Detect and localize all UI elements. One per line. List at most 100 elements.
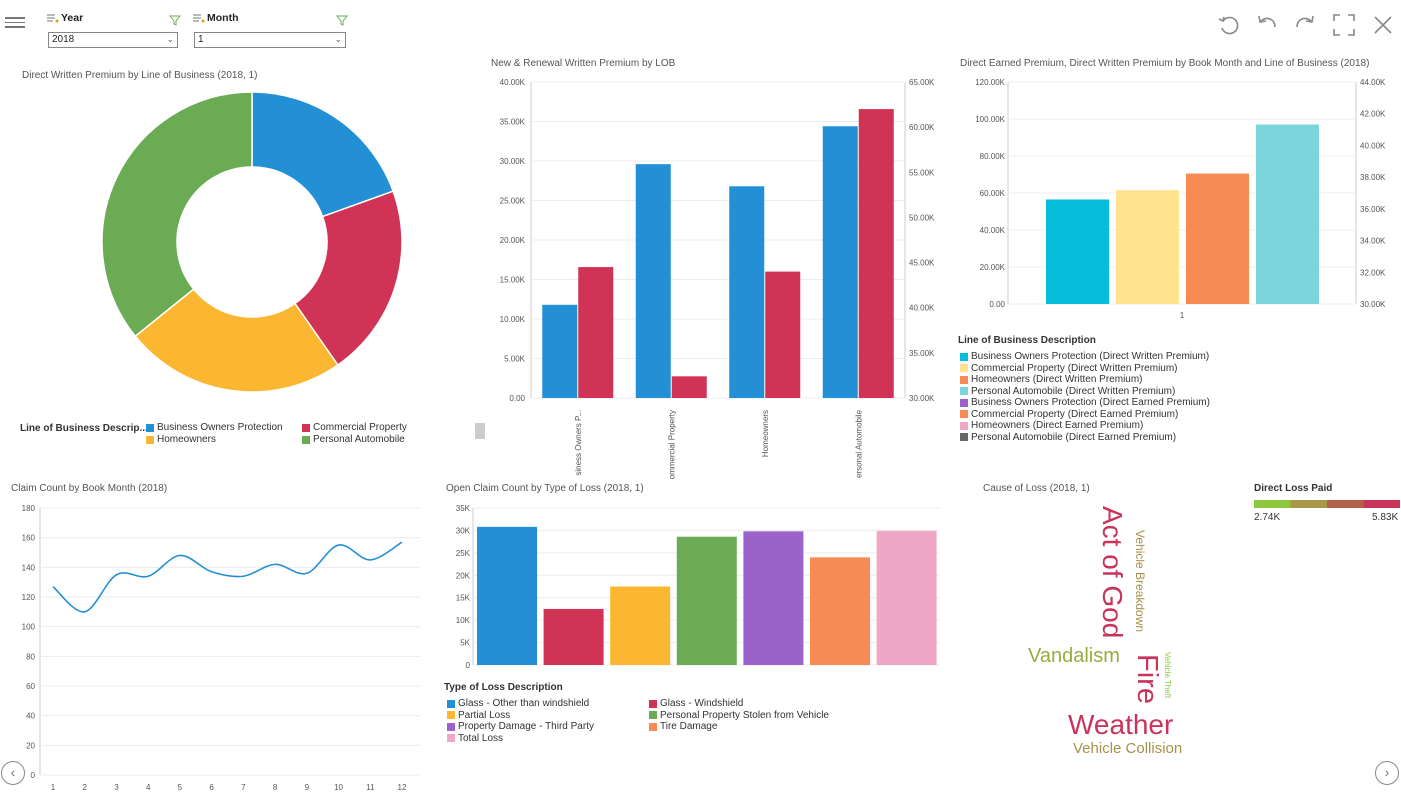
- close-icon[interactable]: [1369, 11, 1397, 39]
- earned-legend-item[interactable]: Homeowners (Direct Earned Premium): [960, 420, 1210, 432]
- y-tick-label: 100: [22, 623, 36, 632]
- earned-legend-item[interactable]: Business Owners Protection (Direct Earne…: [960, 397, 1210, 409]
- donut-slice[interactable]: [293, 190, 403, 367]
- fullscreen-icon[interactable]: [1330, 11, 1358, 39]
- donut-legend-item[interactable]: Commercial Property: [302, 422, 407, 433]
- previous-page-button[interactable]: ‹: [1, 761, 25, 785]
- bar[interactable]: [578, 267, 614, 398]
- legend-label: Business Owners Protection (Direct Earne…: [971, 397, 1210, 409]
- scrollbar-handle[interactable]: [475, 423, 485, 439]
- donut-legend-item[interactable]: Personal Automobile: [302, 434, 405, 445]
- legend-label: Personal Property Stolen from Vehicle: [660, 709, 829, 721]
- x-tick-label: 6: [209, 783, 214, 792]
- bar[interactable]: [671, 376, 707, 398]
- y2-tick-label: 38.00K: [1360, 173, 1386, 182]
- bar[interactable]: [676, 536, 737, 665]
- legend-label: Partial Loss: [458, 709, 511, 721]
- donut-chart-title: Direct Written Premium by Line of Busine…: [22, 70, 258, 81]
- legend-swatch: [960, 375, 968, 384]
- earned-premium-bar-chart: 120.00K 100.00K 80.00K 60.00K 40.00K 20.00K 0.…: [975, 78, 1386, 320]
- bar[interactable]: [1186, 173, 1249, 304]
- bar[interactable]: [858, 109, 894, 399]
- y-tick-label: 180: [22, 504, 36, 513]
- y-tick-label: 0: [466, 661, 471, 670]
- y-tick-label: 30.00K: [500, 157, 526, 166]
- open-legend-item[interactable]: Total Loss: [447, 733, 503, 744]
- refresh-icon[interactable]: [1215, 11, 1243, 39]
- legend-label: Personal Automobile (Direct Written Prem…: [971, 385, 1176, 397]
- legend-swatch: [960, 398, 968, 407]
- bar[interactable]: [876, 530, 937, 665]
- y2-tick-label: 34.00K: [1360, 237, 1386, 246]
- legend-label: Homeowners: [157, 434, 216, 445]
- earned-legend-item[interactable]: Commercial Property (Direct Written Prem…: [960, 363, 1210, 375]
- earned-legend-item[interactable]: Business Owners Protection (Direct Writt…: [960, 351, 1210, 363]
- donut-legend-item[interactable]: Business Owners Protection: [146, 422, 283, 433]
- bar[interactable]: [822, 126, 858, 399]
- legend-swatch: [649, 711, 657, 719]
- bar[interactable]: [542, 304, 578, 398]
- earned-legend-item[interactable]: Commercial Property (Direct Earned Premi…: [960, 409, 1210, 421]
- y2-tick-label: 65.00K: [909, 78, 935, 87]
- next-page-button[interactable]: ›: [1375, 761, 1399, 785]
- direct-loss-gradient-bar: [1254, 500, 1400, 508]
- legend-swatch: [302, 435, 310, 444]
- y2-tick-label: 40.00K: [1360, 141, 1386, 150]
- undo-icon[interactable]: [1253, 11, 1281, 39]
- donut-slice[interactable]: [101, 91, 253, 338]
- bar[interactable]: [1256, 124, 1319, 304]
- donut-slice[interactable]: [251, 91, 395, 218]
- legend-swatch: [960, 410, 968, 419]
- open-legend-item[interactable]: Property Damage - Third Party: [447, 721, 594, 732]
- word-vehicle-collision[interactable]: Vehicle Collision: [1073, 740, 1183, 757]
- donut-legend-item[interactable]: Homeowners: [146, 434, 216, 445]
- word-weather[interactable]: Weather: [1068, 709, 1174, 740]
- chevron-left-icon: ‹: [10, 764, 16, 780]
- word-fire[interactable]: Fire: [1131, 654, 1163, 704]
- y-tick-label: 60.00K: [980, 189, 1006, 198]
- bar[interactable]: [765, 271, 801, 398]
- x-tick-label: 4: [146, 783, 151, 792]
- word-vandalism[interactable]: Vandalism: [1028, 645, 1120, 667]
- year-select-value: 2018: [52, 34, 75, 45]
- bar[interactable]: [729, 186, 765, 398]
- earned-legend-item[interactable]: Homeowners (Direct Written Premium): [960, 374, 1210, 386]
- open-legend-item[interactable]: Partial Loss: [447, 710, 510, 721]
- bar[interactable]: [477, 526, 537, 665]
- open-legend-item[interactable]: Personal Property Stolen from Vehicle: [649, 710, 829, 721]
- chevron-down-icon: ⌄: [166, 34, 174, 44]
- earned-chart-title: Direct Earned Premium, Direct Written Pr…: [960, 58, 1370, 69]
- y-tick-label: 120: [22, 593, 36, 602]
- bar[interactable]: [543, 608, 604, 665]
- bar[interactable]: [635, 164, 671, 398]
- year-select[interactable]: 2018 ⌄: [48, 32, 178, 48]
- year-filter-funnel-icon[interactable]: [169, 14, 181, 26]
- y-tick-label: 15.00K: [500, 276, 526, 285]
- legend-label: Personal Automobile: [313, 434, 405, 445]
- legend-swatch: [649, 722, 657, 731]
- legend-label: Commercial Property: [313, 422, 407, 433]
- earned-legend-item[interactable]: Personal Automobile (Direct Written Prem…: [960, 386, 1210, 398]
- bar[interactable]: [1046, 199, 1109, 304]
- claims-chart-title: Claim Count by Book Month (2018): [11, 483, 168, 494]
- open-legend-item[interactable]: Glass - Other than windshield: [447, 698, 589, 709]
- month-select[interactable]: 1 ⌄: [194, 32, 346, 48]
- bar[interactable]: [610, 586, 671, 666]
- y-tick-label: 0.00: [509, 394, 525, 403]
- word-vehicle-theft[interactable]: Vehicle Theft: [1163, 652, 1172, 699]
- filter-list-icon: [47, 14, 59, 23]
- donut-slice[interactable]: [134, 288, 339, 393]
- bar[interactable]: [1116, 190, 1179, 304]
- bar[interactable]: [810, 557, 870, 665]
- earned-legend-item[interactable]: Personal Automobile (Direct Earned Premi…: [960, 432, 1210, 444]
- word-act-of-god[interactable]: Act of God: [1097, 506, 1128, 639]
- legend-swatch: [649, 699, 657, 708]
- redo-icon[interactable]: [1291, 11, 1319, 39]
- word-vehicle-breakdown[interactable]: Vehicle Breakdown: [1133, 530, 1147, 633]
- hamburger-menu-icon[interactable]: [5, 14, 25, 34]
- open-legend-item[interactable]: Tire Damage: [649, 721, 717, 732]
- open-legend-item[interactable]: Glass - Windshield: [649, 698, 743, 709]
- y-tick-label: 0: [31, 771, 36, 780]
- month-filter-funnel-icon[interactable]: [336, 14, 348, 26]
- bar[interactable]: [743, 531, 804, 665]
